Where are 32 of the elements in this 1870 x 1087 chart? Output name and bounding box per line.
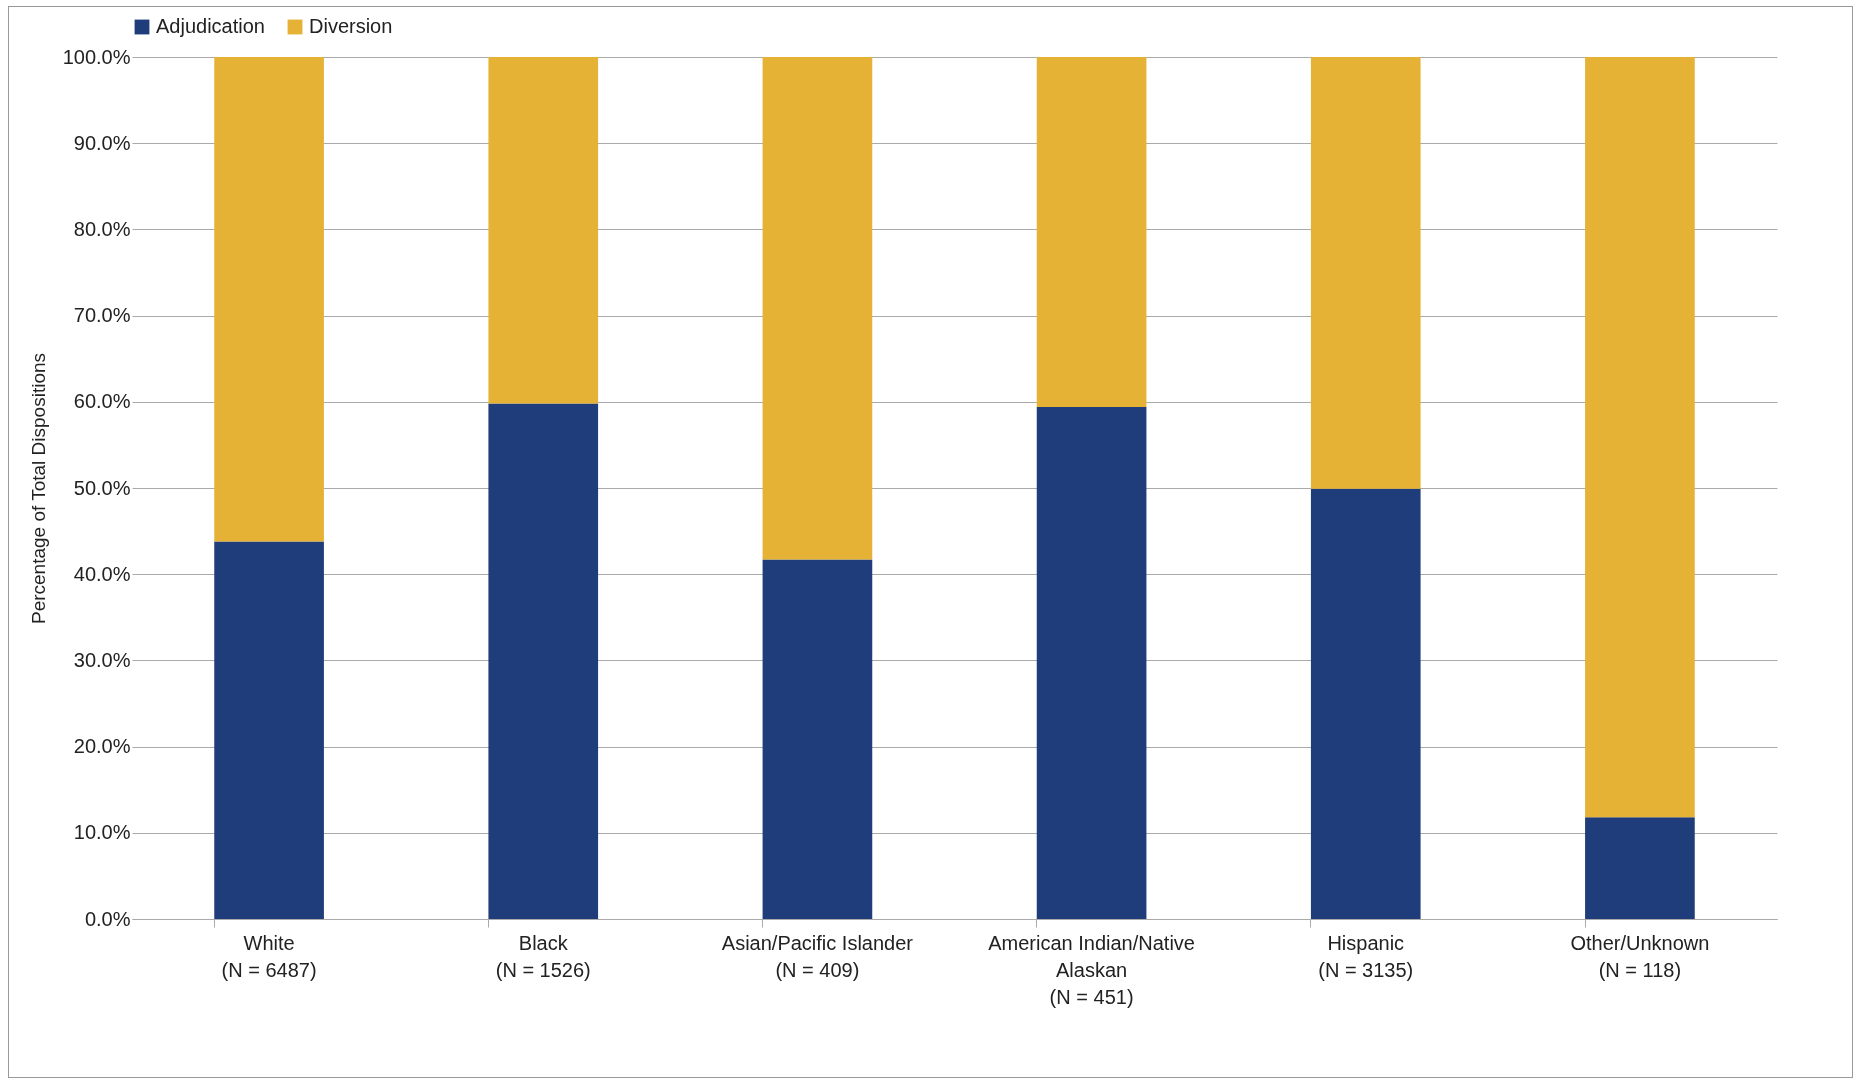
x-tick-label: American Indian/Native Alaskan (N = 451) [988,931,1195,1008]
y-tick-label: 10.0% [73,821,131,844]
legend-label: Adjudication [156,15,265,37]
y-axis-title: Percentage of Total Dispositions [27,352,49,625]
bar [1310,488,1421,919]
y-tick-label: 60.0% [73,390,131,413]
bar [214,541,324,919]
legend-label: Diversion [309,15,393,37]
y-tick-label: 0.0% [84,907,131,930]
bar [762,57,873,560]
x-tick-label: Asian/Pacific Islander (N = 409) [721,931,914,981]
bar [762,559,873,919]
x-tick-label: Hispanic (N = 3135) [1318,931,1414,981]
bar [1036,57,1147,407]
y-tick-label: 50.0% [73,476,131,499]
bar [1585,817,1695,919]
bar [1036,406,1147,919]
y-tick-label: 40.0% [73,562,131,585]
bar [214,57,324,542]
y-tick-label: 90.0% [73,131,131,154]
bar [1310,57,1421,489]
x-tick-label: Black (N = 1526) [495,931,591,981]
y-tick-label: 80.0% [73,217,131,240]
bar [488,57,599,404]
y-tick-label: 70.0% [73,304,131,327]
x-tick-label: Other/Unknown (N = 118) [1570,931,1710,981]
bar [1585,57,1695,818]
y-tick-label: 30.0% [73,648,131,671]
x-tick-label: White (N = 6487) [221,931,317,981]
y-tick-label: 100.0% [62,45,131,68]
bar [488,403,599,919]
y-tick-label: 20.0% [73,735,131,758]
